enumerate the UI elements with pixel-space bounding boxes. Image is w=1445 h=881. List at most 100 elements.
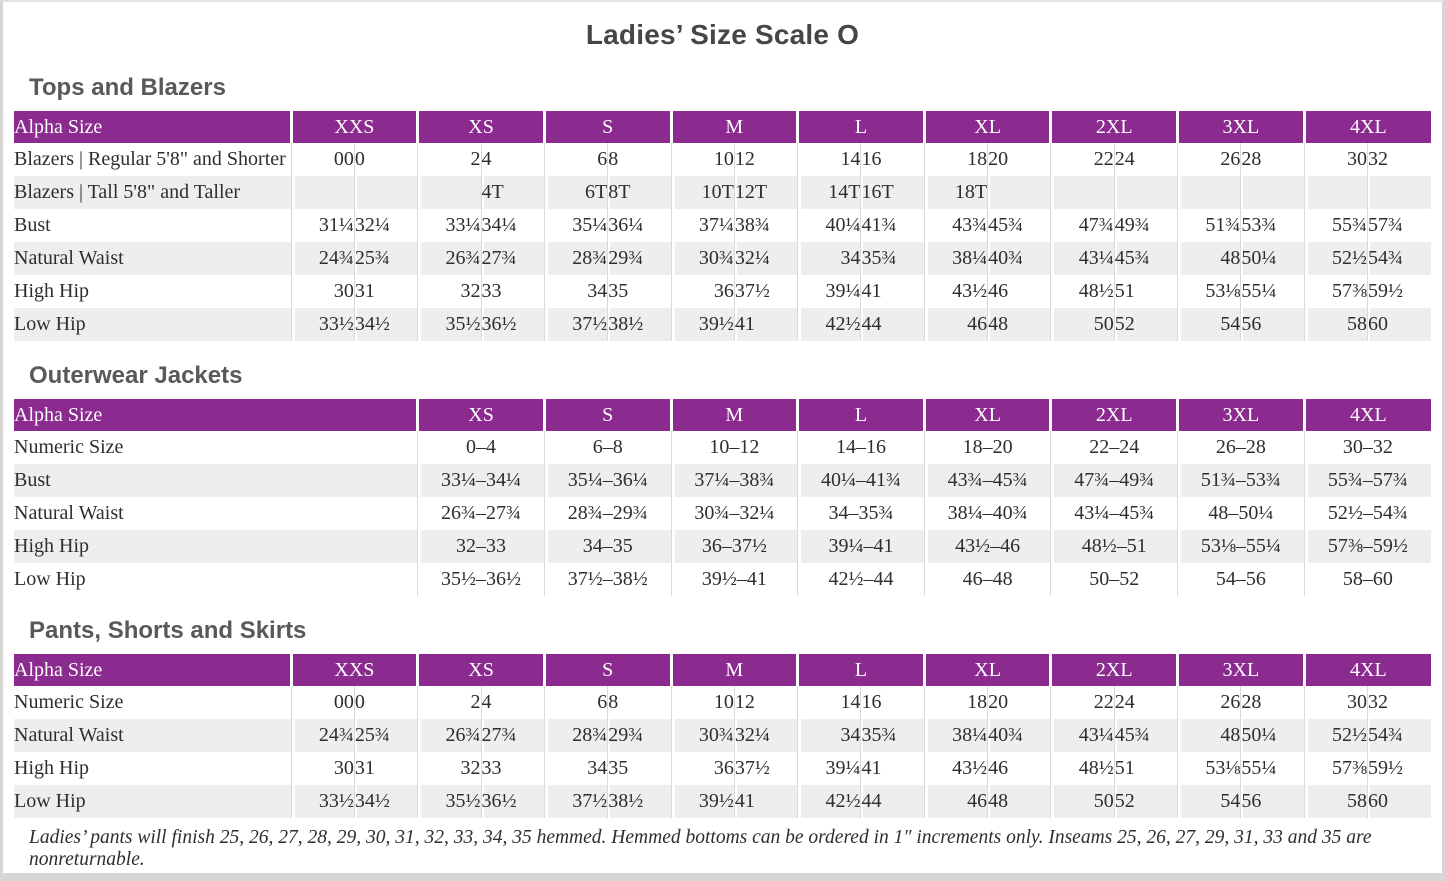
- size-cell: 31: [353, 275, 418, 308]
- alpha-size-label: Alpha Size: [14, 399, 418, 431]
- size-cell: 14T: [797, 176, 861, 209]
- size-cell: 60: [1367, 308, 1431, 341]
- size-header-s: S: [542, 654, 671, 686]
- size-cell: 30: [1303, 143, 1368, 176]
- size-cell: 00: [290, 686, 355, 719]
- size-cell: 31: [353, 752, 418, 785]
- row-label: Blazers | Regular 5'8" and Shorter: [14, 148, 286, 170]
- size-cell: [1303, 176, 1368, 209]
- row-label: Natural Waist: [14, 719, 292, 752]
- size-cell: 27¾: [480, 242, 545, 275]
- header-row: Alpha Size XXS XS S M L XL 2XL 3XL 4XL: [14, 111, 1431, 143]
- size-cell: 53¾: [1240, 209, 1305, 242]
- size-range-cell: 33¼–34¼: [417, 464, 545, 497]
- size-cell: 30: [1303, 686, 1368, 719]
- size-range-cell: 18–20: [923, 431, 1051, 464]
- size-range-cell: 36–37½: [670, 530, 798, 563]
- size-range-cell: 35½–36½: [417, 563, 545, 596]
- size-cell: 39½: [670, 308, 735, 341]
- size-cell: 57⅜: [1303, 275, 1368, 308]
- table-row: Blazers | Tall 5'8" and Taller 4T 6T 8T 10T 1…: [14, 176, 1431, 209]
- size-cell: 14: [797, 143, 861, 176]
- size-range-cell: 39½–41: [670, 563, 798, 596]
- size-cell: 37½: [543, 308, 608, 341]
- size-cell: 26¾: [417, 719, 482, 752]
- size-cell: 52: [1113, 785, 1178, 818]
- size-range-cell: 35¼–36¼: [543, 464, 671, 497]
- size-cell: 52½: [1303, 242, 1368, 275]
- size-cell: 57¾: [1367, 209, 1431, 242]
- table-row: Natural Waist 26¾–27¾ 28¾–29¾ 30¾–32¼ 34–35¾…: [14, 497, 1431, 530]
- size-cell: 37½: [733, 752, 798, 785]
- size-header-4xl: 4XL: [1302, 654, 1431, 686]
- size-cell: 41: [860, 275, 925, 308]
- size-cell: 55¾: [1303, 209, 1368, 242]
- size-range-cell: 43¾–45¾: [923, 464, 1051, 497]
- size-cell: 57⅜: [1303, 752, 1368, 785]
- row-label: Bust: [14, 464, 418, 497]
- size-cell: 38¼: [923, 719, 988, 752]
- size-cell: 35½: [417, 785, 482, 818]
- size-cell: 50: [1050, 785, 1115, 818]
- size-cell: 35¾: [860, 242, 925, 275]
- size-cell: 50¼: [1240, 242, 1305, 275]
- size-cell: 0: [353, 686, 418, 719]
- size-cell: 55¼: [1240, 275, 1305, 308]
- size-cell: 32¼: [733, 719, 798, 752]
- size-range-cell: 42½–44: [797, 563, 925, 596]
- size-header-l: L: [796, 111, 925, 143]
- row-label: Bust: [14, 214, 51, 236]
- size-range-cell: 30–32: [1303, 431, 1431, 464]
- size-cell: [417, 176, 482, 209]
- size-cell: 12: [733, 143, 798, 176]
- size-cell: 22: [1050, 686, 1115, 719]
- size-header-s: S: [542, 399, 671, 431]
- size-cell: 8: [607, 686, 671, 719]
- size-cell: 37½: [733, 275, 798, 308]
- size-range-cell: 32–33: [417, 530, 545, 563]
- size-cell: 28¾: [543, 719, 608, 752]
- size-cell: 6T: [543, 176, 608, 209]
- table-row: Bust 31¼ 32¼ 33¼ 34¼ 35¼ 36¼ 37¼ 38¾ 40¼ 41¾ 43¾ 45¾…: [14, 209, 1431, 242]
- size-cell: 48: [1177, 242, 1241, 275]
- size-cell: 26: [1177, 686, 1241, 719]
- size-cell: 33¼: [417, 209, 482, 242]
- size-cell: 40¼: [797, 209, 861, 242]
- size-header-m: M: [669, 111, 798, 143]
- size-cell: 18: [923, 143, 988, 176]
- header-row: Alpha Size XS S M L XL 2XL 3XL 4XL: [14, 399, 1431, 431]
- size-cell: 30: [290, 752, 355, 785]
- size-cell: 49¾: [1113, 209, 1178, 242]
- size-cell: 31¼: [290, 209, 355, 242]
- size-header-xxs: XXS: [289, 111, 418, 143]
- table-row: High Hip 32–33 34–35 36–37½ 39¼–41 43½–46 48½–…: [14, 530, 1431, 563]
- size-cell: 4: [480, 143, 545, 176]
- size-range-cell: 30¾–32¼: [670, 497, 798, 530]
- size-cell: 48: [987, 308, 1051, 341]
- size-cell: 38¾: [733, 209, 798, 242]
- size-cell: 10T: [670, 176, 735, 209]
- size-cell: 36¼: [607, 209, 671, 242]
- size-cell: 28: [1240, 143, 1305, 176]
- size-cell: 50: [1050, 308, 1115, 341]
- size-cell: 30¾: [670, 242, 735, 275]
- size-cell: 00: [290, 143, 355, 176]
- size-cell: 39¼: [797, 752, 861, 785]
- size-cell: 40¾: [987, 242, 1051, 275]
- size-cell: 35¾: [860, 719, 925, 752]
- size-range-cell: 48–50¼: [1177, 497, 1305, 530]
- size-cell: [987, 176, 1051, 209]
- size-header-xl: XL: [922, 111, 1051, 143]
- size-cell: 10: [670, 143, 735, 176]
- size-cell: 12: [733, 686, 798, 719]
- size-cell: 54: [1177, 785, 1241, 818]
- size-table: Alpha Size XS S M L XL 2XL 3XL 4XL Numeric Size 0–…: [14, 399, 1431, 596]
- size-cell: 52½: [1303, 719, 1368, 752]
- size-cell: 34: [797, 242, 861, 275]
- size-cell: [290, 176, 355, 209]
- size-cell: 24: [1113, 686, 1178, 719]
- tables-container: Tops and Blazers Alpha Size XXS XS S M L XL 2XL 3…: [14, 72, 1431, 818]
- size-cell: 32: [1367, 143, 1431, 176]
- alpha-size-label: Alpha Size: [14, 111, 292, 143]
- size-cell: [1367, 176, 1431, 209]
